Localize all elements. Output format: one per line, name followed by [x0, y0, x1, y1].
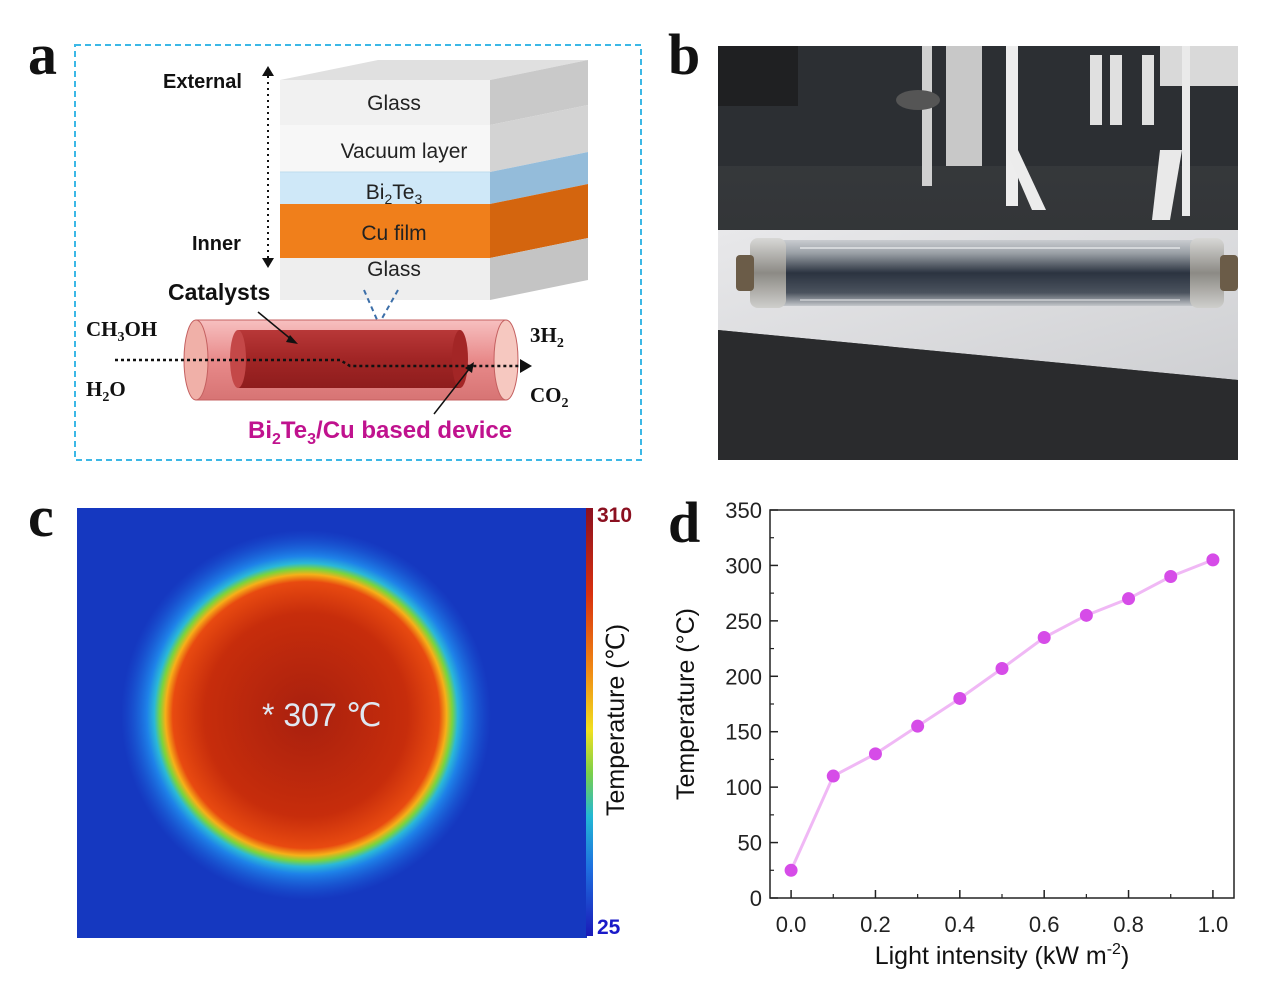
data-points [784, 553, 1220, 877]
layer-glass-bottom-label: Glass [367, 258, 421, 281]
data-point [995, 662, 1009, 676]
layer-vacuum [280, 125, 490, 172]
series-line [789, 558, 1214, 871]
depth-arrow-up-icon [262, 66, 274, 76]
external-label: External [163, 71, 242, 93]
data-point [1206, 553, 1220, 567]
inlet-water-label: H2O [86, 377, 126, 405]
panel-c: c [0, 480, 660, 990]
flow-arrow-head-icon [520, 359, 532, 373]
y-tick-label: 100 [725, 775, 762, 800]
panel-letter-c: c [28, 484, 54, 549]
x-tick-label: 0.8 [1113, 912, 1144, 937]
colorbar-max-label: 310 [597, 504, 632, 527]
x-axis-label: Light intensity (kW m-2) [875, 941, 1130, 970]
y-axis-label: Temperature (°C) [672, 608, 700, 800]
x-axis: 0.0 0.2 0.4 0.6 0.8 1.0 [776, 890, 1228, 937]
y-tick-label: 0 [750, 886, 762, 911]
layer-glass-top-label: Glass [367, 92, 421, 115]
data-point [953, 691, 967, 705]
plot-frame [769, 509, 1235, 899]
y-tick-label: 350 [725, 498, 762, 523]
layer-bi2te3-label: Bi2Te3 [366, 181, 423, 207]
data-point [784, 863, 798, 877]
device-photo [718, 46, 1238, 460]
x-tick-label: 0.4 [945, 912, 976, 937]
x-tick-label: 1.0 [1198, 912, 1229, 937]
thermal-image: * 307 ℃ 310 25 Temperature (℃) [77, 504, 632, 939]
layer-stack [280, 60, 588, 300]
panel-letter-b: b [668, 22, 701, 87]
data-point [1079, 608, 1093, 622]
device-schematic: External Inner Glass Vacuum layer Bi2Te3 [74, 44, 642, 461]
thermal-hotspot [121, 530, 491, 900]
panel-letter-d: d [668, 490, 701, 555]
colorbar [586, 508, 593, 936]
reactor-tube [183, 319, 519, 401]
y-tick-label: 250 [725, 609, 762, 634]
solar-tube [772, 240, 1212, 306]
layer-vacuum-label: Vacuum layer [341, 140, 468, 163]
data-point [868, 747, 882, 761]
x-tick-label: 0.0 [776, 912, 807, 937]
temperature-chart: 0 50 100 150 200 250 300 350 0.0 0.2 0.4 0.6 0.8 1.0… [672, 498, 1235, 970]
panel-a: a External Inner [0, 0, 660, 470]
catalysts-label: Catalysts [168, 279, 270, 305]
y-tick-label: 50 [738, 831, 762, 856]
inner-label: Inner [192, 233, 241, 255]
outlet-co2-label: CO2 [530, 383, 569, 411]
panel-letter-a: a [28, 22, 57, 87]
y-tick-label: 200 [725, 664, 762, 689]
data-point [1122, 592, 1136, 606]
panel-b: b [660, 0, 1269, 470]
device-label: Bi2Te3/Cu based device [248, 417, 512, 448]
data-point [1037, 630, 1051, 644]
y-tick-label: 150 [725, 720, 762, 745]
depth-arrow-down-icon [262, 258, 274, 268]
colorbar-title: Temperature (℃) [602, 624, 630, 816]
data-point [911, 719, 925, 733]
outlet-hydrogen-label: 3H2 [530, 323, 564, 351]
data-point [826, 769, 840, 783]
layer-cu-film [280, 204, 490, 258]
schematic-border [74, 44, 642, 461]
inlet-methanol-label: CH3OH [86, 317, 157, 345]
x-tick-label: 0.2 [860, 912, 891, 937]
data-point [1164, 570, 1178, 584]
flow-arrow [115, 358, 520, 368]
layer-cu-film-label: Cu film [361, 222, 426, 245]
y-tick-label: 300 [725, 553, 762, 578]
spot-temperature-reading: * 307 ℃ [262, 697, 382, 733]
panel-d: d 0 50 100 150 200 250 300 350 0.0 0.2 0.4 0.6 0.8 1… [660, 480, 1269, 990]
y-axis: 0 50 100 150 200 250 300 350 [725, 498, 778, 911]
layer-glass-top [280, 80, 490, 125]
layer-glass-bottom [280, 258, 490, 300]
layer-bi2te3 [280, 172, 490, 204]
colorbar-min-label: 25 [597, 916, 621, 939]
x-tick-label: 0.6 [1029, 912, 1060, 937]
stack-top [280, 60, 588, 80]
